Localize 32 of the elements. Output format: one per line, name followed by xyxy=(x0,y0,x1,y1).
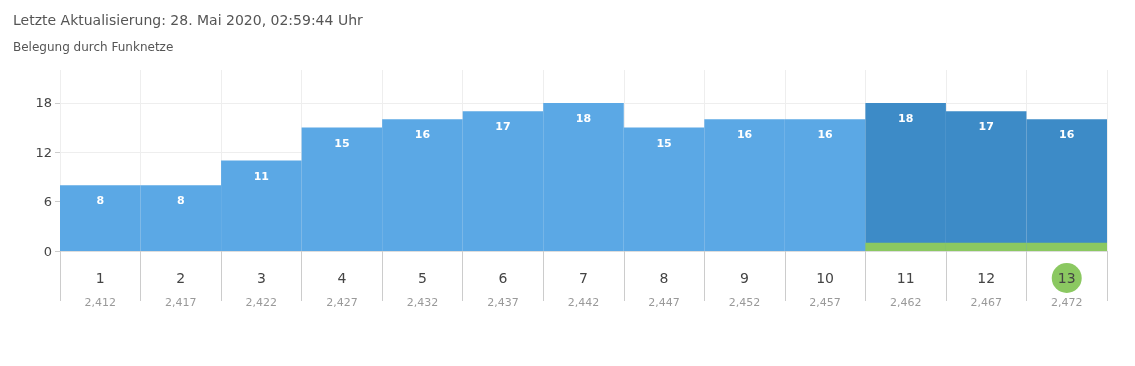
data-label: 8 xyxy=(96,194,105,208)
data-label: 8 xyxy=(176,194,185,208)
data-label: 16 xyxy=(817,128,834,142)
data-label: 16 xyxy=(1059,128,1075,142)
y-tick-label: 0 xyxy=(43,243,52,259)
data-label: 17 xyxy=(495,120,511,134)
x-tick-label: 5 2,432 xyxy=(406,270,439,309)
chart-subtitle: Belegung durch Funknetze xyxy=(13,40,174,54)
x-tick-label: 2 2,417 xyxy=(165,270,197,309)
x-tick-label: 11 2,462 xyxy=(889,270,922,309)
x-tick-label: 1 2,412 xyxy=(84,270,117,309)
data-label: 15 xyxy=(656,136,672,150)
x-tick-label: 9 2,452 xyxy=(728,270,761,309)
x-tick-label: 13 2,472 xyxy=(1050,270,1083,309)
data-label: 16 xyxy=(414,128,431,142)
y-tick-label: 18 xyxy=(35,95,52,111)
x-tick-label: 8 2,447 xyxy=(648,270,680,309)
x-tick-label: 6 2,437 xyxy=(487,270,519,309)
x-tick-label: 7 2,442 xyxy=(567,270,600,309)
x-tick-label: 10 2,457 xyxy=(809,270,841,309)
y-tick-label: 12 xyxy=(35,144,52,160)
x-tick-label: 4 2,427 xyxy=(326,270,358,309)
data-label: 11 xyxy=(253,169,269,183)
data-label: 15 xyxy=(334,136,350,150)
chart-title: Letzte Aktualisierung: 28. Mai 2020, 02:59:44 Uhr xyxy=(13,12,363,28)
data-label: 16 xyxy=(736,128,753,142)
data-label: 18 xyxy=(575,111,592,125)
y-tick-label: 6 xyxy=(43,194,52,210)
x-tick-label: 12 2,467 xyxy=(970,270,1002,309)
data-label: 18 xyxy=(898,111,914,125)
data-label: 17 xyxy=(978,120,994,134)
x-tick-label: 3 2,422 xyxy=(245,270,278,309)
